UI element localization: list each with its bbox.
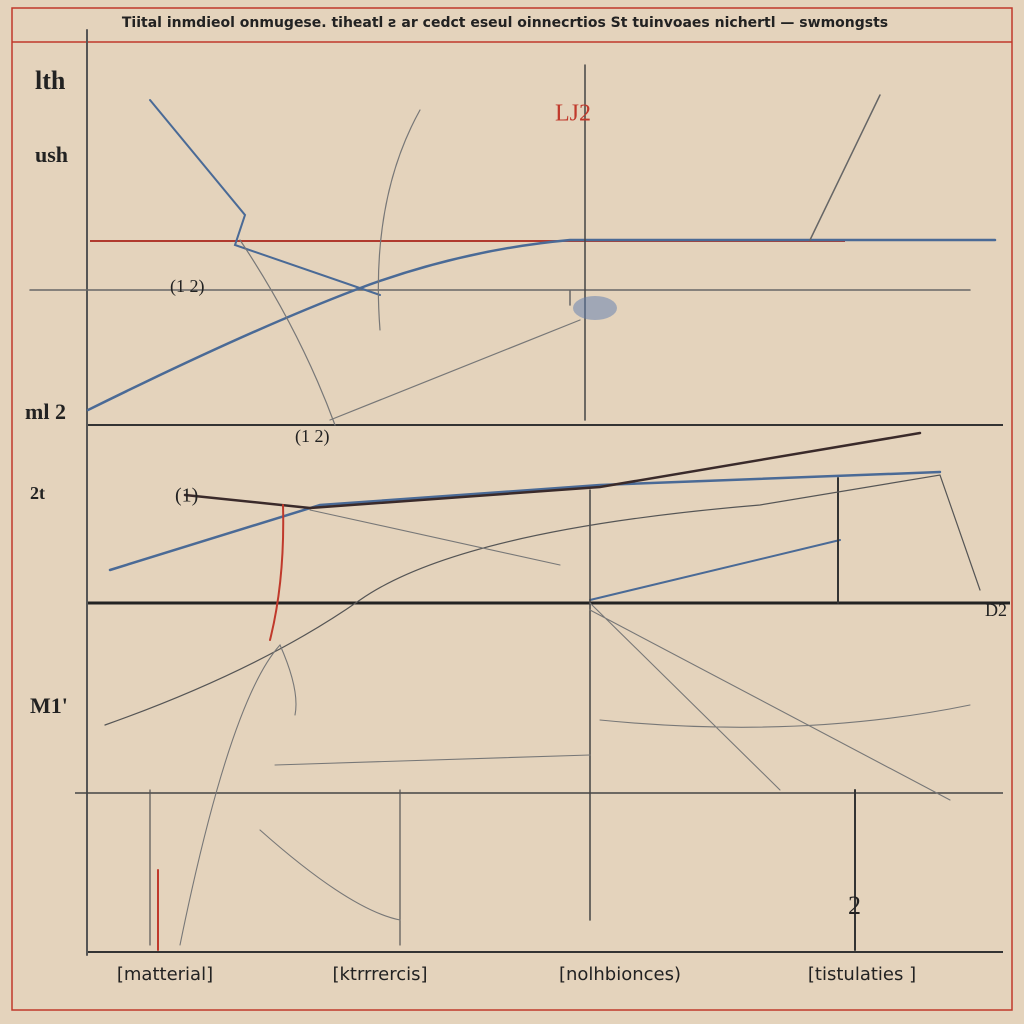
annotations: LJ2 (1 2) (1 2) (1) D2 2: [170, 101, 1007, 920]
blue-curve: [149, 99, 381, 296]
bottom-labels: [matterial] [ktrrrercis] [nolhbionces) […: [117, 964, 916, 985]
axes: [29, 29, 1010, 956]
annotation: (1 2): [295, 426, 330, 447]
annotation: (1 2): [170, 276, 205, 297]
annotation: 2: [848, 891, 861, 920]
bottom-label: [ktrrrercis]: [332, 964, 427, 985]
sketch-lines: [86, 64, 997, 951]
gray-rule: [29, 289, 971, 306]
left-label: ml 2: [25, 399, 66, 424]
thin-line: [239, 109, 581, 426]
bottom-label: [matterial]: [117, 964, 213, 985]
left-label: ush: [35, 142, 68, 167]
thin-line: [179, 644, 401, 946]
annotation: LJ2: [555, 101, 591, 127]
annotation: D2: [985, 600, 1007, 620]
blue-curve: [589, 539, 841, 601]
left-label: 2t: [30, 483, 45, 503]
ink-blot: [573, 296, 617, 320]
dark-curve: [183, 431, 922, 510]
left-label: M1': [30, 693, 68, 718]
thin-line: [809, 94, 881, 241]
bottom-label: [nolhbionces): [559, 964, 681, 985]
title: Tiital inmdieol onmugese. tiheatl ƨ ar c…: [122, 15, 888, 31]
red-curve: [269, 504, 285, 641]
blue-curve: [86, 238, 997, 412]
blue-curve: [108, 470, 942, 572]
thin-line: [274, 509, 971, 801]
frame: [11, 7, 1013, 1011]
thin-line: [104, 474, 981, 726]
left-label: lth: [35, 66, 66, 95]
left-labels: lth ush ml 2 2t M1': [25, 66, 68, 718]
bottom-label: [tistulaties ]: [808, 964, 916, 985]
annotation: (1): [175, 485, 198, 507]
